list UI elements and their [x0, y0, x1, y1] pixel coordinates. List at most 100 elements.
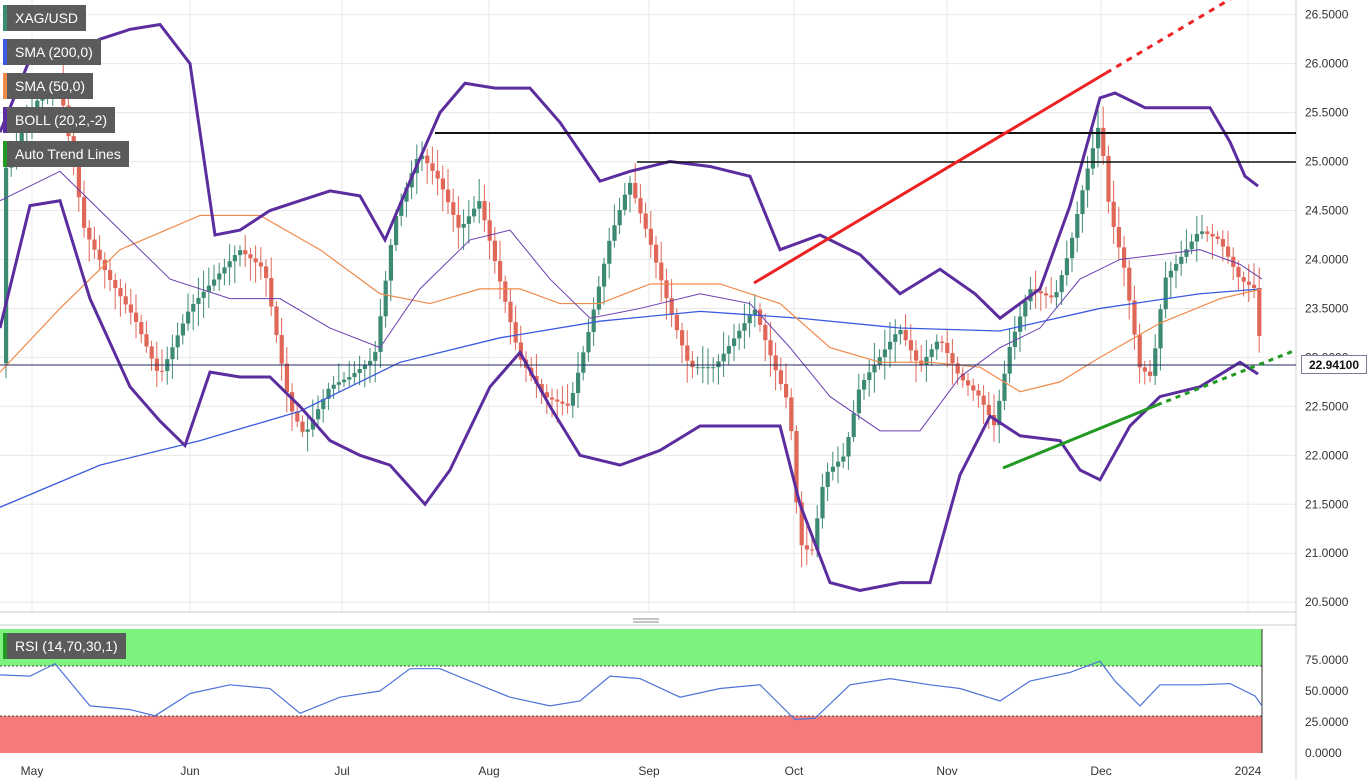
candle-body	[643, 213, 648, 229]
resistance-trend-extension	[1105, 0, 1232, 75]
candle-body	[929, 349, 934, 357]
candle-body	[487, 220, 492, 241]
candle-body	[201, 291, 206, 298]
legend-trend-lines[interactable]: Auto Trend Lines	[3, 141, 129, 167]
candle-body	[357, 369, 362, 374]
candle-body	[326, 388, 331, 399]
candle-body	[633, 182, 638, 199]
candle-body	[243, 250, 248, 255]
candle-body	[716, 361, 721, 368]
candle-body	[1174, 263, 1179, 271]
legend-rsi[interactable]: RSI (14,70,30,1)	[3, 633, 126, 659]
candle-body	[997, 400, 1002, 426]
candle-body	[368, 360, 373, 365]
candle-body	[820, 486, 825, 519]
candle-body	[1163, 277, 1168, 310]
candle-body	[134, 312, 139, 323]
candle-body	[1106, 155, 1111, 202]
candle-body	[581, 352, 586, 373]
price-tick-label: 22.5000	[1305, 399, 1349, 413]
candle-body	[274, 306, 279, 336]
candle-body	[92, 239, 97, 250]
legend-bollinger[interactable]: BOLL (20,2,-2)	[3, 107, 116, 133]
candle-body	[1059, 275, 1064, 293]
candle-body	[940, 341, 945, 343]
candle-body	[711, 367, 716, 369]
candle-body	[253, 258, 258, 263]
candle-body	[1007, 347, 1012, 374]
candle-body	[690, 360, 695, 368]
candle-body	[617, 209, 622, 226]
bollinger-lower-band	[0, 199, 1259, 592]
candle-body	[238, 250, 243, 256]
candle-body	[440, 178, 445, 190]
rsi-tick-label: 75.0000	[1305, 653, 1349, 667]
candle-body	[1038, 291, 1043, 294]
price-tick-label: 24.0000	[1305, 252, 1349, 266]
candle-body	[503, 281, 508, 302]
price-tick-label: 20.5000	[1305, 595, 1349, 609]
candle-body	[914, 350, 919, 361]
candle-body	[737, 330, 742, 339]
candle-body	[1200, 231, 1205, 234]
candle-body	[576, 372, 581, 394]
candle-body	[1044, 293, 1049, 296]
panel-resize-handle[interactable]	[633, 618, 659, 623]
price-axis: 26.5000 26.0000 25.5000 25.0000 24.5000 24.00…	[1305, 8, 1349, 610]
candle-body	[555, 399, 560, 402]
candle-body	[82, 197, 87, 228]
candle-body	[295, 411, 300, 422]
bollinger-mid-line	[0, 170, 1263, 432]
candle-body	[1220, 239, 1225, 247]
candle-body	[903, 329, 908, 341]
candle-body	[35, 100, 40, 109]
candle-body	[742, 323, 747, 331]
candle-body	[420, 155, 425, 159]
price-tick-label: 22.0000	[1305, 448, 1349, 462]
candle-body	[966, 380, 971, 386]
price-tick-label: 21.5000	[1305, 497, 1349, 511]
candle-body	[945, 342, 950, 354]
price-tick-label: 25.5000	[1305, 106, 1349, 120]
date-tick-label: Jul	[334, 764, 349, 778]
candle-body	[810, 549, 815, 551]
candle-body	[477, 201, 482, 209]
candle-body	[1179, 256, 1184, 264]
candle-body	[789, 397, 794, 432]
candle-body	[934, 341, 939, 350]
candle-body	[1122, 247, 1127, 268]
date-tick-label: Jun	[180, 764, 199, 778]
candle-body	[893, 334, 898, 342]
legend-sma-200[interactable]: SMA (200,0)	[3, 39, 101, 65]
candle-body	[830, 466, 835, 472]
rsi-line	[0, 660, 1263, 721]
candle-body	[700, 367, 705, 369]
candle-body	[212, 279, 217, 286]
candle-body	[976, 390, 981, 396]
candle-body	[960, 373, 965, 381]
candle-body	[747, 315, 752, 324]
candle-body	[300, 421, 305, 432]
candle-body	[768, 340, 773, 356]
candle-body	[87, 227, 92, 240]
candle-body	[425, 155, 430, 164]
candle-body	[4, 167, 9, 364]
candle-body	[804, 545, 809, 550]
candle-body	[763, 324, 768, 341]
legend-symbol[interactable]: XAG/USD	[3, 5, 87, 31]
date-tick-label: Nov	[936, 764, 957, 778]
date-tick-label: Oct	[785, 764, 804, 778]
rsi-overbought-zone	[0, 629, 1262, 666]
candle-body	[1054, 292, 1059, 298]
candle-body	[825, 471, 830, 487]
legend-sma-50[interactable]: SMA (50,0)	[3, 73, 94, 99]
candle-body	[508, 301, 513, 323]
candle-body	[1127, 267, 1132, 301]
price-tick-label: 26.0000	[1305, 57, 1349, 71]
candle-body	[175, 335, 180, 348]
candle-body	[206, 285, 211, 292]
candle-body	[1257, 288, 1262, 336]
candle-body	[388, 244, 393, 281]
candle-body	[612, 225, 617, 241]
